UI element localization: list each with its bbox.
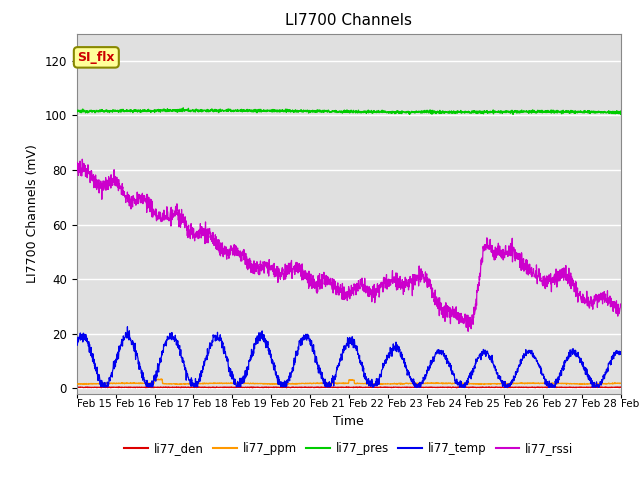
Y-axis label: LI7700 Channels (mV): LI7700 Channels (mV) (26, 144, 39, 283)
Legend: li77_den, li77_ppm, li77_pres, li77_temp, li77_rssi: li77_den, li77_ppm, li77_pres, li77_temp… (119, 437, 579, 460)
X-axis label: Time: Time (333, 415, 364, 428)
Title: LI7700 Channels: LI7700 Channels (285, 13, 412, 28)
Text: SI_flx: SI_flx (77, 51, 115, 64)
